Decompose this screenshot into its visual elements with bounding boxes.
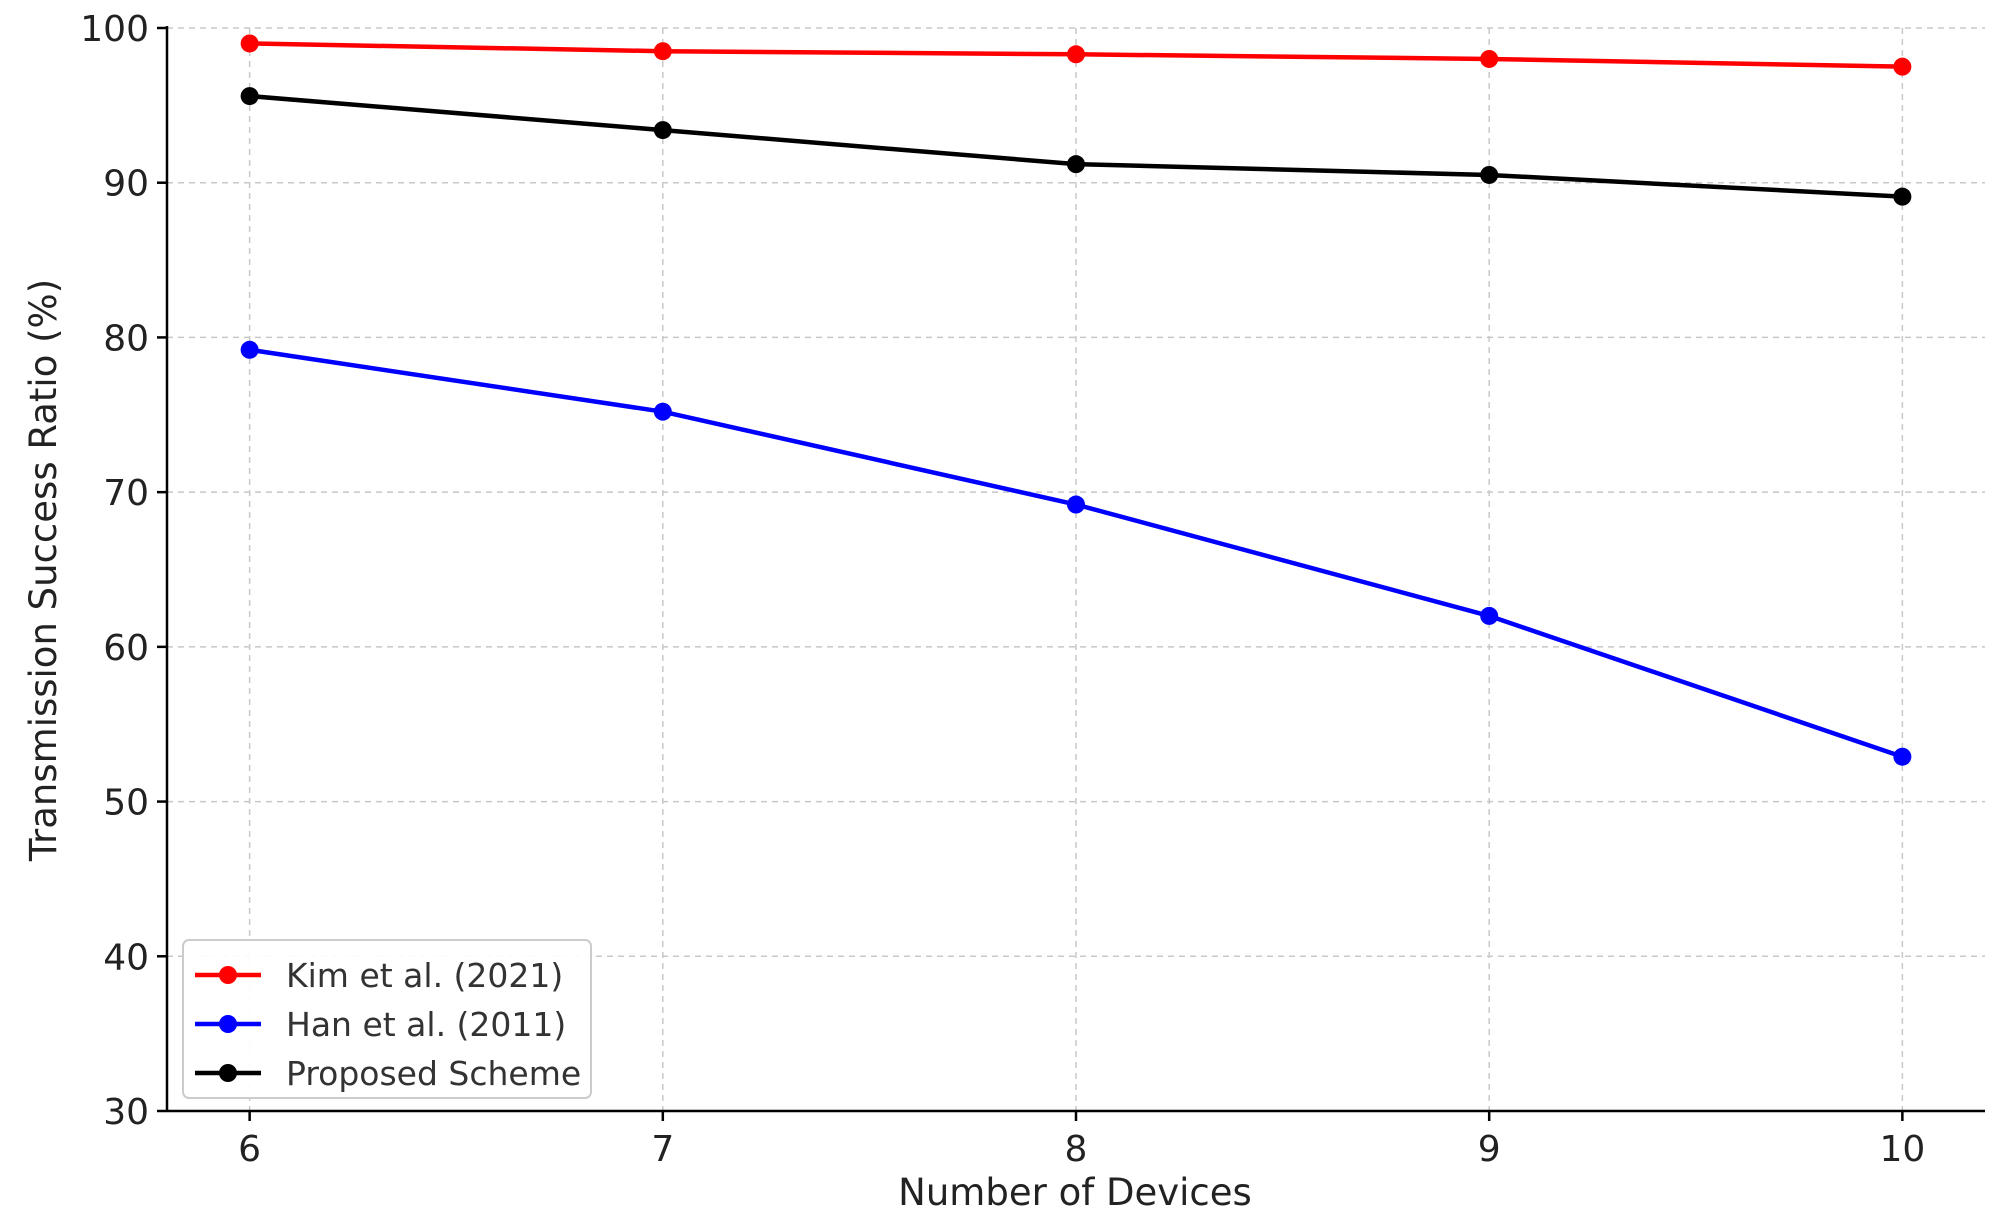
legend-marker-2: [219, 1064, 237, 1082]
series-0: [240, 34, 1912, 76]
data-point-0-1: [653, 42, 672, 61]
legend-marker-0: [219, 966, 237, 984]
y-tick-label-60: 60: [103, 628, 149, 669]
y-tick-label-90: 90: [103, 164, 149, 205]
legend: Kim et al. (2021) Han et al. (2011) Propos…: [182, 939, 592, 1099]
axes: 30 40 50 60 70 80 90 100 6 7 8 9 10: [80, 9, 1985, 1170]
data-point-0-4: [1893, 57, 1912, 76]
data-point-2-0: [240, 87, 259, 106]
y-axis-label: Transmission Success Ratio (%): [22, 279, 65, 862]
y-tick-label-70: 70: [103, 473, 149, 514]
y-tick-label-30: 30: [103, 1092, 149, 1133]
series-line-2: [249, 93, 1903, 199]
legend-marker-1: [219, 1015, 237, 1033]
data-point-2-1: [653, 121, 672, 140]
y-tick-label-40: 40: [103, 937, 149, 978]
data-point-1-0: [240, 340, 259, 359]
y-tick-label-50: 50: [103, 783, 149, 824]
x-tick-label-9: 9: [1478, 1129, 1501, 1170]
data-point-0-3: [1480, 49, 1499, 68]
legend-item-2: Proposed Scheme: [195, 1054, 581, 1093]
legend-box: [182, 939, 592, 1099]
series-1: [240, 340, 1912, 766]
data-point-1-4: [1893, 747, 1912, 766]
data-point-1-2: [1067, 495, 1085, 514]
legend-item-0: Kim et al. (2021): [195, 956, 563, 995]
series-2: [240, 87, 1912, 206]
legend-label-0: Kim et al. (2021): [286, 956, 563, 995]
data-point-0-2: [1067, 45, 1085, 64]
data-point-1-3: [1480, 606, 1499, 625]
x-tick-label-7: 7: [651, 1129, 674, 1170]
y-tick-label-100: 100: [80, 9, 149, 50]
x-tick-label-10: 10: [1879, 1129, 1925, 1170]
x-tick-label-6: 6: [238, 1129, 261, 1170]
data-point-2-4: [1893, 187, 1912, 206]
data-point-0-0: [240, 34, 259, 53]
series-line-1: [249, 347, 1904, 759]
x-axis-label: Number of Devices: [898, 1171, 1252, 1214]
data-point-2-3: [1480, 165, 1499, 184]
y-tick-label-80: 80: [103, 318, 149, 359]
data-point-1-1: [653, 402, 672, 421]
data-point-2-2: [1067, 155, 1085, 174]
legend-label-1: Han et al. (2011): [286, 1005, 566, 1044]
x-tick-label-8: 8: [1065, 1129, 1088, 1170]
legend-label-2: Proposed Scheme: [286, 1054, 581, 1093]
legend-item-1: Han et al. (2011): [195, 1005, 566, 1044]
series-lines: [240, 34, 1912, 766]
